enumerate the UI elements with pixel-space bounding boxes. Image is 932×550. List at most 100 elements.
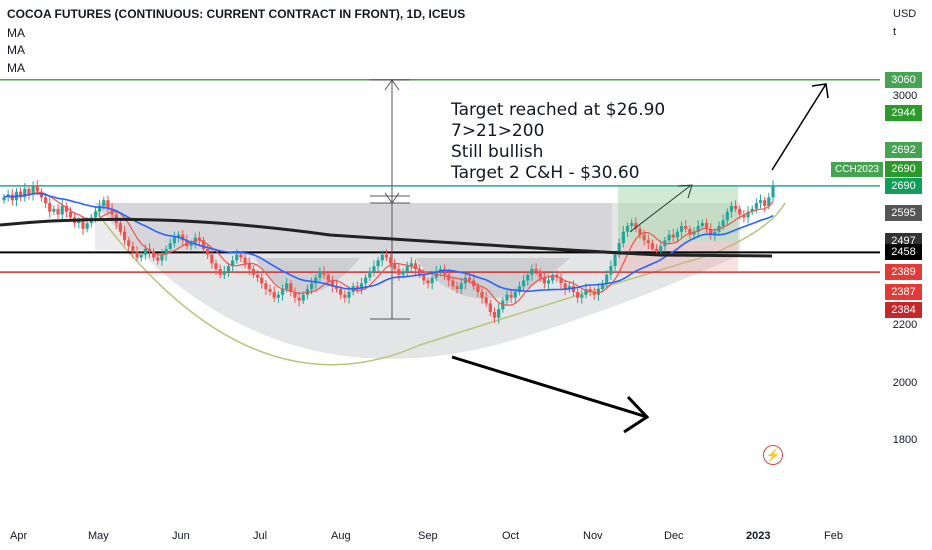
price-badge: 2944 — [885, 105, 922, 121]
candle-body — [231, 260, 235, 267]
candle-body — [226, 266, 231, 272]
cup-outline — [94, 202, 786, 366]
candle-body — [422, 274, 426, 281]
candle-body — [64, 205, 68, 212]
candle-body — [143, 248, 147, 255]
up-arrow — [771, 83, 829, 171]
ma-line-7 — [3, 191, 774, 306]
candle-body — [497, 309, 501, 318]
candle-body — [310, 283, 314, 290]
candle-body — [235, 254, 239, 261]
candle-body — [326, 274, 330, 281]
candle-body — [52, 208, 56, 212]
target-arrow — [629, 184, 693, 233]
candle-body — [771, 185, 775, 198]
candle-body — [388, 257, 393, 264]
candle-body — [684, 226, 688, 229]
x-tick-label: Apr — [10, 530, 28, 542]
down-arrow — [451, 355, 650, 434]
candle-body — [630, 223, 634, 227]
candle-body — [513, 291, 517, 298]
candle-body — [35, 185, 39, 192]
candle-body — [443, 269, 447, 275]
candle-body — [488, 303, 492, 313]
candle-body — [131, 246, 135, 252]
candle-body — [709, 228, 713, 235]
candle-body — [655, 248, 659, 252]
candle-body — [293, 291, 297, 298]
candle-body — [239, 254, 243, 258]
annotation-text: Target reached at $26.90 7>21>200 Still … — [451, 100, 665, 184]
candle-body — [2, 197, 6, 201]
candle-body — [243, 257, 247, 264]
candle-body — [746, 211, 750, 218]
candle-body — [289, 283, 293, 292]
lightning-icon[interactable]: ⚡ — [763, 445, 783, 465]
candle-body — [642, 234, 646, 241]
candle-body — [218, 269, 222, 275]
candle-body — [721, 220, 725, 227]
candle-body — [592, 291, 596, 295]
symbol-tag[interactable]: CCH2023 — [831, 162, 883, 177]
candle-body — [605, 274, 609, 284]
price-badge: 2692 — [885, 142, 922, 158]
candle-body — [48, 203, 52, 212]
candle-body — [260, 277, 264, 284]
annotation-line-1: Target reached at $26.90 — [451, 100, 666, 120]
candle-body — [280, 289, 285, 295]
candle-body — [56, 208, 60, 215]
currency-label[interactable]: USD — [893, 8, 917, 20]
candle-body — [314, 277, 318, 284]
ma-label-3[interactable]: MA — [7, 61, 25, 75]
candle-body — [81, 220, 85, 229]
candle-body — [168, 243, 172, 249]
ruler-arrows — [384, 79, 400, 204]
candle-body — [763, 200, 767, 206]
candle-body — [222, 271, 226, 275]
candle-body — [688, 228, 692, 235]
candle-body — [334, 286, 339, 290]
ma-label-2[interactable]: MA — [7, 43, 25, 57]
candle-body — [621, 231, 625, 244]
ma-label-1[interactable]: MA — [7, 26, 25, 40]
candle-body — [571, 286, 576, 292]
x-tick-label: Nov — [583, 530, 603, 542]
candle-body — [713, 231, 717, 235]
candle-body — [181, 234, 185, 241]
price-badge: 2458 — [885, 244, 922, 261]
candle-body — [430, 277, 434, 284]
x-tick-label: May — [88, 530, 109, 542]
candle-body — [492, 312, 497, 318]
candle-body — [255, 274, 260, 278]
candle-body — [189, 243, 193, 247]
candle-body — [23, 188, 27, 198]
candle-body — [467, 277, 472, 281]
candle-body — [355, 286, 359, 290]
candle-body — [122, 231, 127, 241]
candle-body — [418, 269, 422, 275]
candle-body — [77, 220, 81, 224]
candle-body — [206, 248, 210, 255]
candle-body — [152, 251, 156, 258]
candle-body — [650, 243, 655, 249]
candle-body — [413, 263, 418, 270]
candle-body — [301, 294, 305, 301]
candle-body — [364, 277, 368, 284]
chart-title: COCOA FUTURES (CONTINUOUS: CURRENT CONTR… — [7, 7, 466, 21]
candle-body — [376, 260, 380, 267]
candle-body — [634, 223, 638, 229]
candle-body — [459, 283, 463, 290]
candle-body — [268, 289, 272, 292]
candle-body — [534, 269, 538, 272]
candle-body — [164, 248, 168, 255]
candle-body — [580, 294, 584, 298]
candle-body — [750, 208, 754, 212]
x-tick-label: Jul — [253, 530, 268, 542]
range-box — [95, 203, 612, 250]
candle-body — [563, 283, 567, 290]
annotation-line-4: Target 2 C&H - $30.60 — [451, 163, 640, 183]
y-tick-label: 1800 — [892, 434, 918, 447]
candle-body — [68, 211, 73, 218]
candle-body — [551, 274, 555, 281]
